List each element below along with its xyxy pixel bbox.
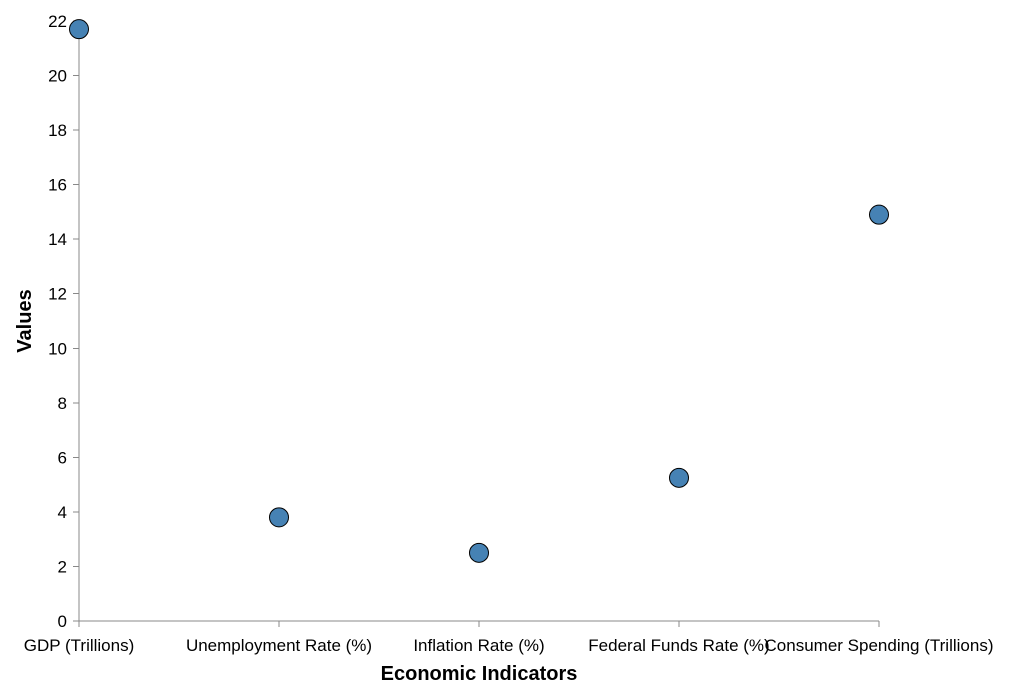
- data-points: [69, 19, 889, 563]
- y-tick-label: 14: [48, 230, 67, 249]
- y-tick-label: 8: [58, 394, 67, 413]
- data-point[interactable]: [469, 542, 489, 563]
- y-tick-label: 0: [58, 612, 67, 631]
- y-axis-title: Values: [14, 289, 36, 352]
- data-point[interactable]: [869, 204, 889, 225]
- x-tick-label: Consumer Spending (Trillions): [765, 636, 994, 655]
- y-tick-label: 20: [48, 67, 67, 86]
- y-tick-label: 10: [48, 339, 67, 358]
- data-point[interactable]: [69, 19, 89, 40]
- y-tick-label: 6: [58, 448, 67, 467]
- y-axis: 0 2 4 6 8 10 12 14 16 18 20 22: [48, 12, 80, 631]
- data-point[interactable]: [269, 507, 289, 528]
- y-tick-label: 4: [58, 503, 67, 522]
- data-point[interactable]: [669, 467, 689, 488]
- x-tick-label: GDP (Trillions): [24, 636, 135, 655]
- y-tick-label: 16: [48, 176, 67, 195]
- x-tick-label: Unemployment Rate (%): [186, 636, 372, 655]
- x-axis: GDP (Trillions) Unemployment Rate (%) Infl…: [24, 620, 994, 655]
- x-axis-title: Economic Indicators: [381, 663, 578, 685]
- y-tick-label: 2: [58, 557, 67, 576]
- y-tick-label: 12: [48, 285, 67, 304]
- y-tick-label: 22: [48, 12, 67, 31]
- y-tick-label: 18: [48, 121, 67, 140]
- x-tick-label: Inflation Rate (%): [413, 636, 544, 655]
- x-tick-label: Federal Funds Rate (%): [588, 636, 769, 655]
